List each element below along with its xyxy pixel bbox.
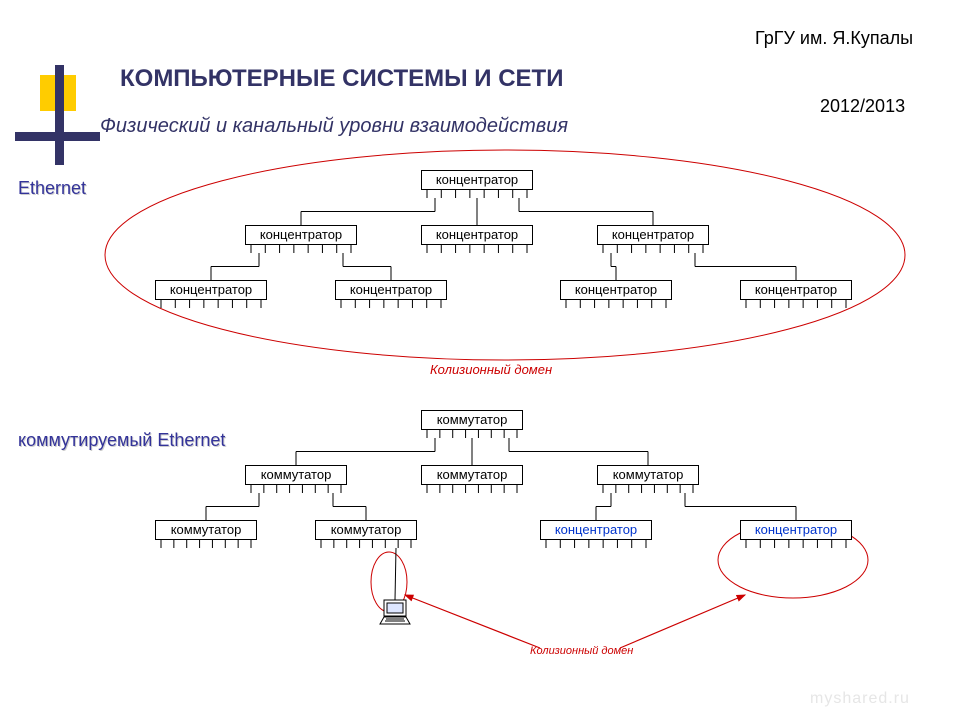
header-year: 2012/2013 (820, 96, 905, 117)
header-org: ГрГУ им. Я.Купалы (755, 28, 913, 49)
node-d1-n2: концентратор (421, 225, 533, 245)
node-d2-n6: концентратор (540, 520, 652, 540)
label-ethernet: Ethernet (18, 178, 86, 199)
page-title: КОМПЬЮТЕРНЫЕ СИСТЕМЫ И СЕТИ (120, 65, 563, 93)
caption-collision-domain-2: Колизионный домен (530, 645, 633, 657)
node-d2-n1: коммутатор (245, 465, 347, 485)
page-subtitle: Физический и канальный уровни взаимодейс… (100, 115, 568, 138)
node-d2-n5: коммутатор (315, 520, 417, 540)
node-d2-n3: коммутатор (597, 465, 699, 485)
node-d1-n4: концентратор (155, 280, 267, 300)
diagram-overlay (0, 0, 960, 720)
node-d1-n1: концентратор (245, 225, 357, 245)
logo-horizontal-bar (15, 132, 100, 141)
node-d1-n6: концентратор (560, 280, 672, 300)
node-d2-n7: концентратор (740, 520, 852, 540)
node-d2-n4: коммутатор (155, 520, 257, 540)
node-d2-n0: коммутатор (421, 410, 523, 430)
node-d1-n0: концентратор (421, 170, 533, 190)
node-d1-n3: концентратор (597, 225, 709, 245)
label-switched-ethernet: коммутируемый Ethernet (18, 430, 225, 451)
computer-icon (380, 600, 410, 624)
node-d1-n7: концентратор (740, 280, 852, 300)
node-d2-n2: коммутатор (421, 465, 523, 485)
logo-vertical-bar (55, 65, 64, 165)
watermark: myshared.ru (810, 690, 910, 708)
caption-collision-domain-1: Колизионный домен (430, 362, 552, 377)
node-d1-n5: концентратор (335, 280, 447, 300)
